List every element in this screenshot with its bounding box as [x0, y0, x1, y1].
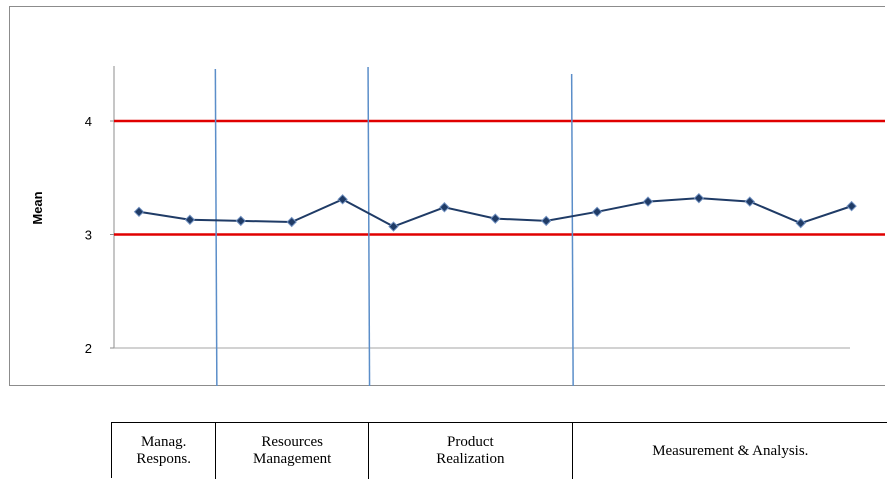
category-label-3: Product Realization [369, 423, 573, 479]
category-label-4: Measurement & Analysis. [652, 442, 809, 459]
group-separator-1 [214, 68, 218, 387]
data-point-7 [439, 202, 450, 213]
data-point-8 [490, 213, 501, 224]
data-point-2 [184, 214, 196, 225]
y-tick-label: 3 [85, 228, 92, 243]
y-tick-label: 2 [85, 341, 92, 356]
data-point-4 [286, 216, 297, 228]
data-point-9 [540, 215, 552, 227]
category-table: Manag. Respons. Resources Management Produ… [111, 422, 887, 479]
data-point-15 [846, 200, 857, 212]
data-point-10 [591, 206, 603, 218]
data-point-5 [337, 194, 348, 205]
data-point-13 [744, 196, 756, 207]
data-point-14 [795, 217, 806, 229]
data-point-6 [388, 221, 399, 232]
group-separator-2 [367, 66, 371, 387]
data-point-1 [133, 206, 145, 218]
y-axis-title: Mean [30, 191, 45, 224]
data-point-3 [235, 215, 247, 227]
category-label-1: Manag. Respons. [112, 423, 217, 479]
chart-frame [9, 6, 885, 386]
data-point-11 [642, 196, 654, 207]
y-tick-label: 4 [85, 114, 92, 129]
data-point-12 [693, 192, 705, 204]
category-label-2: Resources Management [216, 423, 370, 479]
group-separator-3 [570, 73, 574, 387]
